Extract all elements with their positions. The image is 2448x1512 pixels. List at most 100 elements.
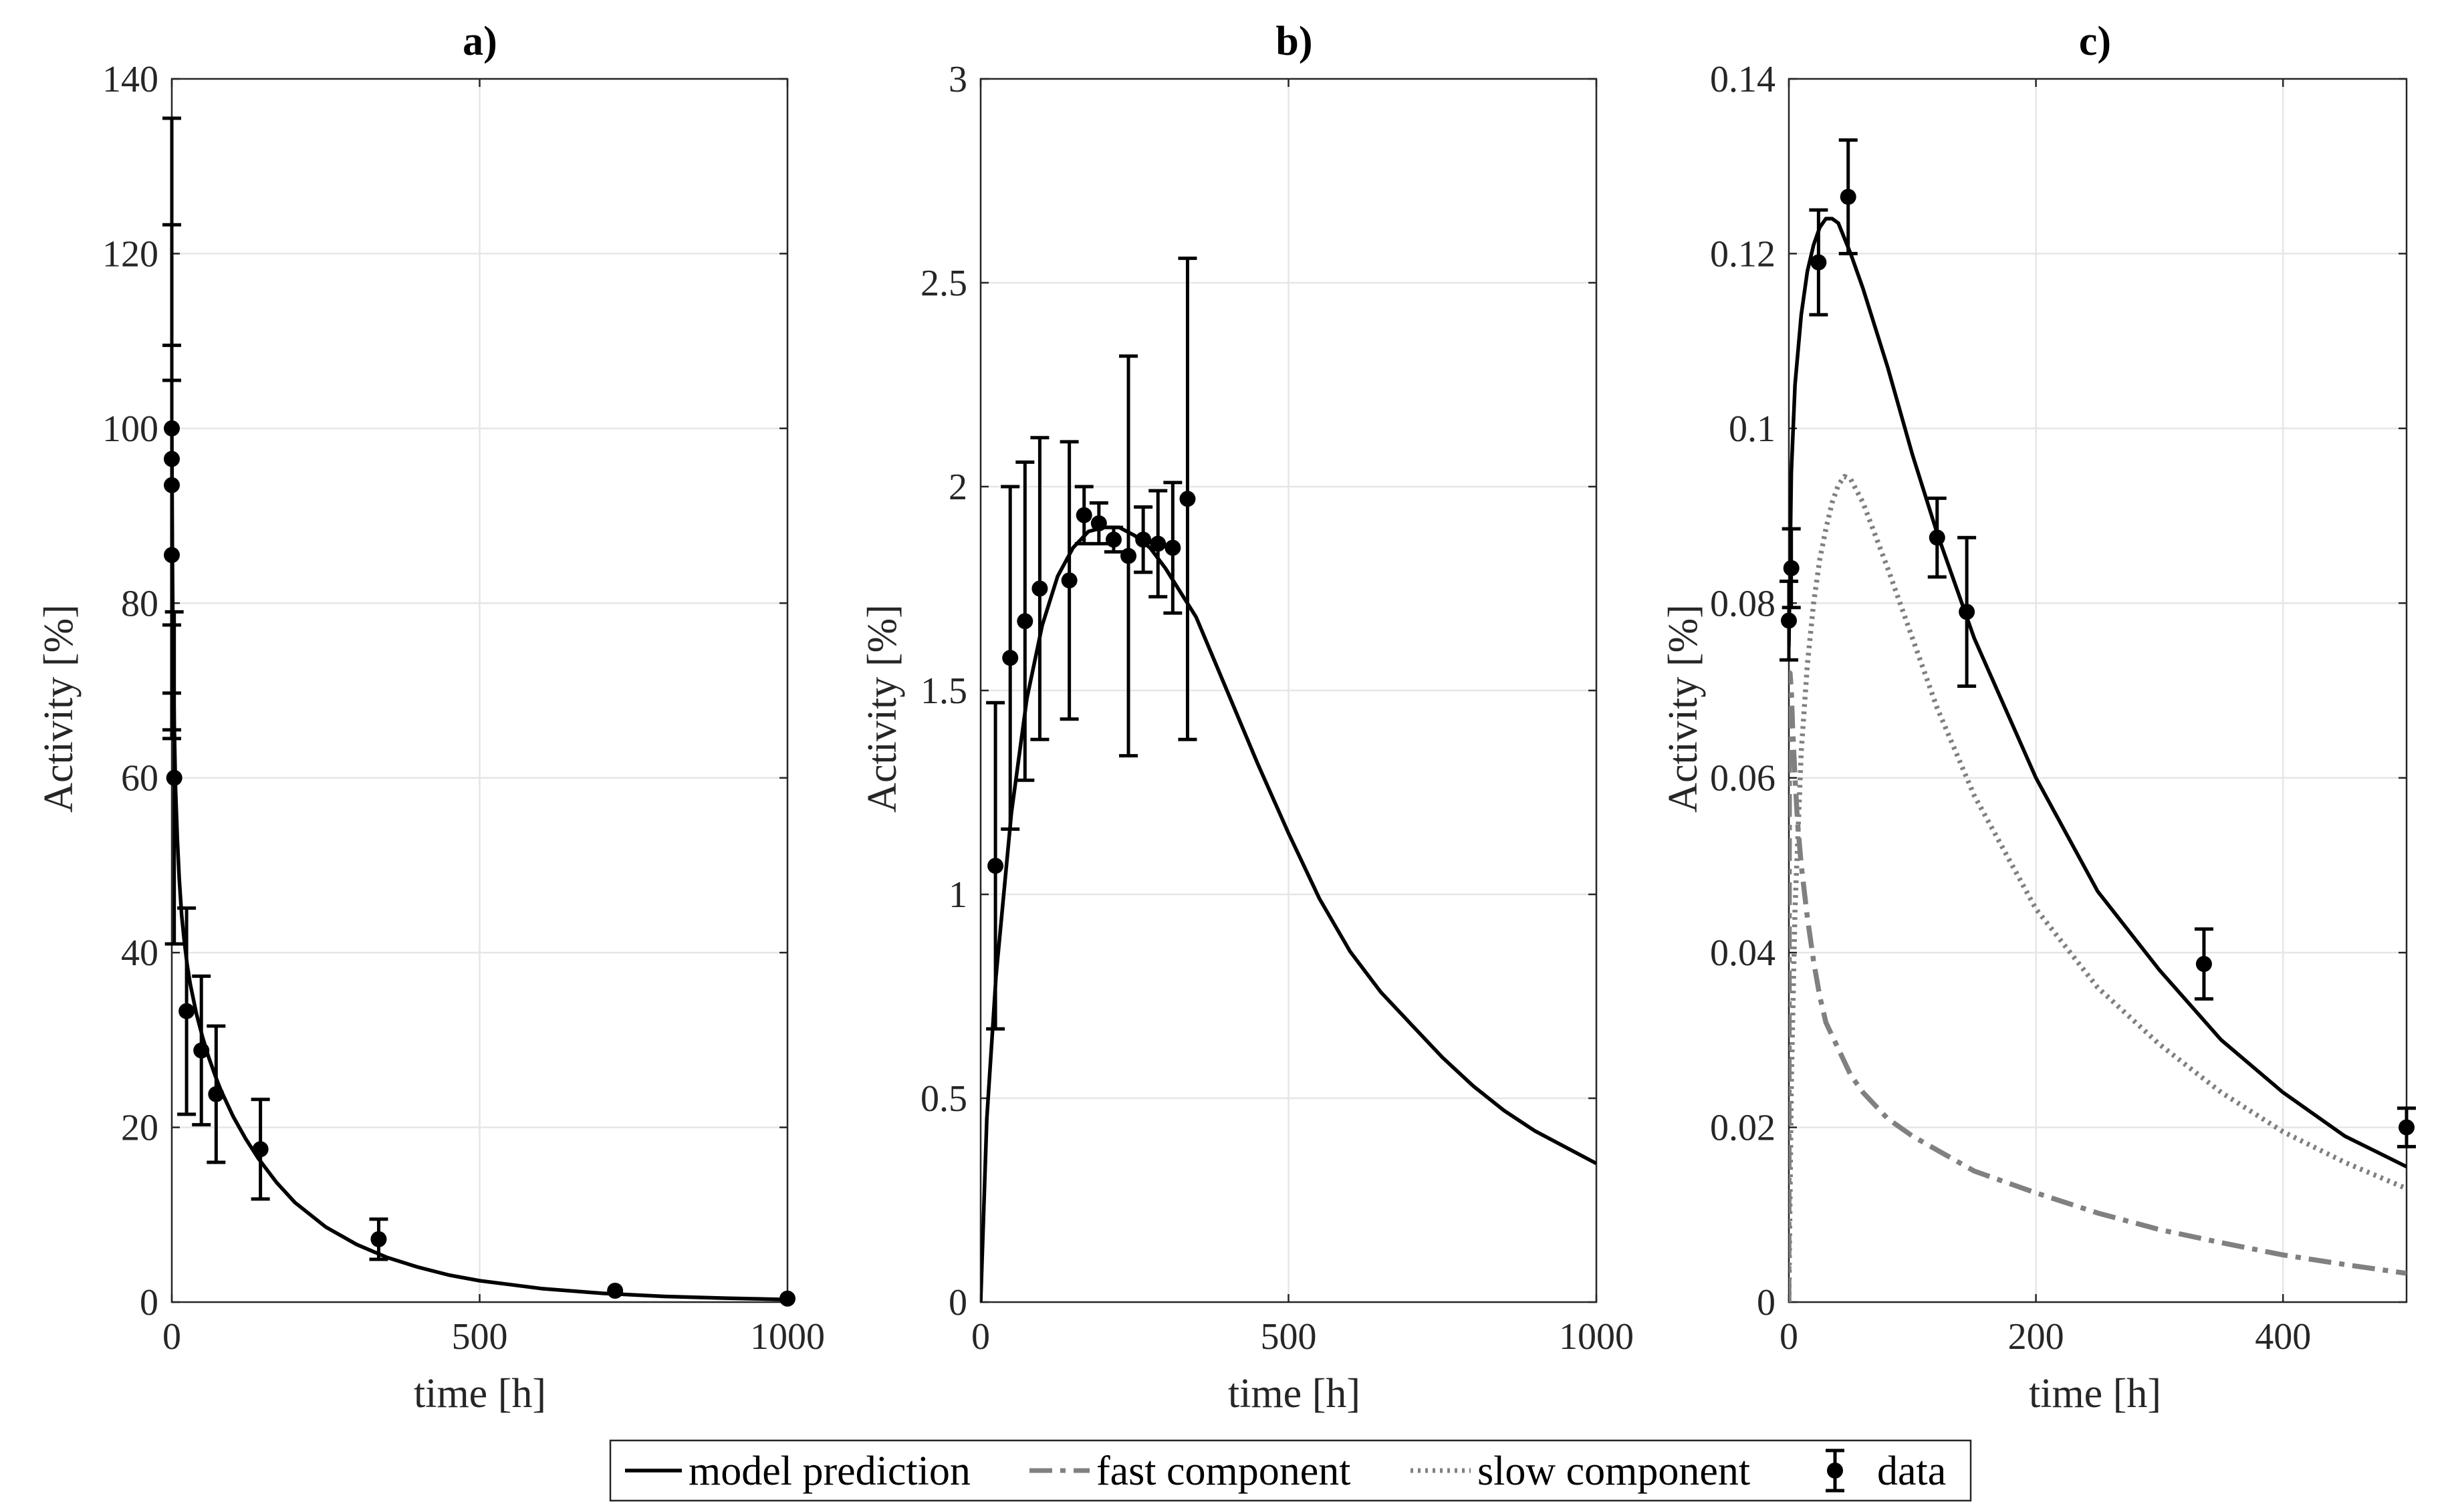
panel-a-data-point [192,974,211,1127]
panel-a-data-marker [779,1290,795,1307]
panel-a-data-marker [370,1231,387,1247]
panel-b-data-marker [1031,580,1048,597]
panel-c-y-tick-label: 0.02 [1710,1108,1776,1149]
panel-a-data-point [162,378,181,732]
legend-fast-label: fast component [1096,1448,1351,1494]
panel-c-data-marker [2195,956,2212,973]
panel-b-data-point [1163,481,1183,615]
panel-b: 0 500 1000 0 0.5 1 1.5 2 2.5 3 b) time [h] Activi… [860,19,1634,1416]
panel-c-x-tick-label: 200 [2008,1316,2064,1358]
panel-a-x-tick-label: 500 [452,1316,508,1358]
panel-a-y-tick-label: 80 [121,583,158,624]
panel-b-y-tick-label: 1 [949,874,967,916]
panel-c-plot-area: 0 200 400 0 0.02 0.04 0.06 0.08 0.1 0.12 0.14 [1710,59,2416,1358]
panel-b-data-marker [1120,547,1137,564]
panel-c-data-point [2194,927,2213,1001]
panel-c-data-point [2397,1106,2416,1148]
panel-b-data-point [1178,256,1197,741]
panel-c: 0 200 400 0 0.02 0.04 0.06 0.08 0.1 0.12 0.14 c) t… [1661,19,2416,1416]
panel-a-title: a) [463,19,497,64]
panel-b-x-tick-label: 0 [971,1316,990,1358]
panel-b-data-point [1148,489,1168,599]
panel-a-y-tick-label: 40 [121,932,158,974]
panel-b-y-tick-label: 0 [949,1282,967,1324]
panel-a-data-marker [193,1042,210,1059]
panel-a-data-marker [178,1003,195,1019]
panel-b-y-tick-label: 2 [949,467,967,508]
panel-b-data-marker [1105,531,1122,548]
panel-b-plot-area: 0 500 1000 0 0.5 1 1.5 2 2.5 3 [921,59,1634,1358]
panel-c-data-marker [1840,188,1856,205]
panel-c-y-tick-label: 0.08 [1710,583,1776,624]
panel-b-data-marker [1135,531,1152,548]
panel-b-x-tick-label: 1000 [1559,1316,1634,1358]
panel-a-y-axis-label: Activity [%] [36,604,82,813]
panel-b-data-point [1104,525,1123,554]
legend-data-label: data [1877,1448,1946,1494]
panel-c-data-point [1782,527,1801,610]
panel-c-data-marker [1810,254,1827,271]
panel-c-data-marker [1781,612,1797,629]
panel-a-model-prediction-line [172,428,787,1301]
panel-a-plot-area: 0 500 1000 0 20 40 60 80 100 120 140 [102,59,825,1358]
panel-b-series-group [981,525,1596,1302]
panel-a-data-marker [166,769,182,786]
panel-c-y-axis-label: Activity [%] [1661,604,1706,813]
panel-c-data-marker [2399,1119,2415,1136]
panel-b-y-tick-label: 2.5 [921,263,967,304]
panel-b-data-point [986,701,1005,1031]
panel-c-y-tick-label: 0 [1757,1282,1776,1324]
panel-a-data-point [164,610,184,946]
panel-c-series-group [1789,217,2407,1302]
panel-a-y-tick-label: 100 [102,408,158,450]
panel-b-x-axis-label: time [h] [1228,1371,1360,1416]
panel-c-y-tick-label: 0.06 [1710,758,1776,799]
legend: model prediction fast component slow com… [609,1439,1972,1502]
panel-b-data-marker [1061,572,1078,589]
panel-b-y-tick-label: 0.5 [921,1078,967,1120]
panel-c-axes-box [1788,78,2408,1303]
panel-b-data-point [1015,460,1035,782]
panel-c-data-marker [1929,529,1945,546]
panel-b-data-point [1119,354,1138,758]
panel-b-data-marker [1017,613,1033,630]
panel-b-data-point [1060,440,1079,721]
panel-a-data-point [207,1024,226,1164]
legend-slow-label: slow component [1477,1448,1750,1494]
panel-c-y-tick-label: 0.12 [1710,233,1776,275]
panel-a-data-point [779,1290,795,1307]
panel-c-y-tick-label: 0.04 [1710,932,1776,974]
legend-box [609,1439,1972,1502]
panel-a-data-marker [607,1283,624,1299]
panel-c-data-marker [1783,560,1800,576]
legend-model-label: model prediction [689,1448,971,1494]
panel-c-title: c) [2079,19,2111,64]
panel-a-y-tick-label: 120 [102,233,158,275]
panel-a-y-tick-label: 60 [121,758,158,799]
panel-b-data-point [1030,436,1050,741]
panel-a-series-group [172,428,787,1301]
panel-a-x-tick-label: 0 [162,1316,181,1358]
panel-c-data-marker [1959,604,1975,620]
panel-a-data-marker [252,1141,269,1158]
panel-b-x-tick-label: 500 [1261,1316,1317,1358]
panel-b-data-marker [1165,539,1181,556]
panel-a-x-axis-label: time [h] [414,1371,546,1416]
panel-b-y-tick-label: 1.5 [921,670,967,712]
panel-c-x-tick-label: 0 [1780,1316,1798,1358]
panel-b-data-point [1089,501,1108,545]
panel-b-data-marker [987,858,1004,874]
panel-b-data-marker [1002,650,1019,666]
panel-c-data-point [1780,580,1798,662]
panel-b-model-prediction-line [981,525,1596,1302]
panel-c-y-tick-label: 0.14 [1710,59,1776,100]
panel-a-data-point [177,906,197,1116]
panel-c-y-tick-label: 0.1 [1729,408,1776,450]
panel-a-x-tick-label: 1000 [750,1316,825,1358]
panel-b-title: b) [1275,19,1312,64]
panel-a-y-tick-label: 0 [140,1282,158,1324]
panel-a-data-point [369,1217,388,1261]
panel-c-fast-component-line [1789,670,2407,1302]
panel-b-data-marker [1179,491,1196,507]
